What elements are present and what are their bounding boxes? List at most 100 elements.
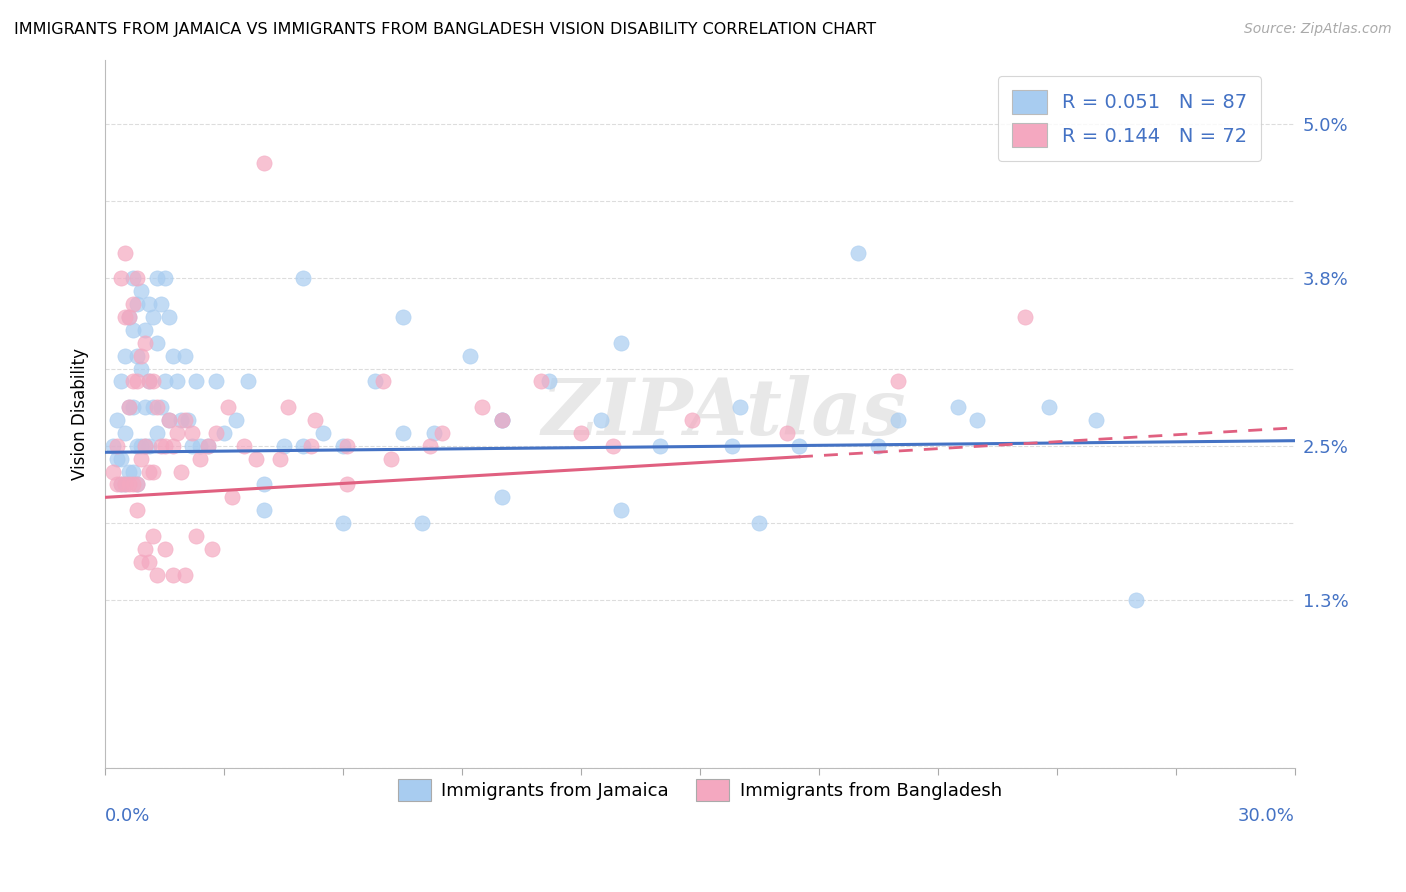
Point bbox=[391, 425, 413, 440]
Point bbox=[129, 285, 152, 299]
Point bbox=[122, 465, 145, 479]
Point bbox=[602, 439, 624, 453]
Point bbox=[946, 401, 969, 415]
Point bbox=[114, 310, 136, 324]
Point bbox=[411, 516, 433, 530]
Point bbox=[138, 297, 160, 311]
Point bbox=[125, 477, 148, 491]
Point bbox=[145, 425, 167, 440]
Point bbox=[336, 477, 359, 491]
Point bbox=[157, 413, 180, 427]
Point bbox=[101, 465, 124, 479]
Point bbox=[125, 477, 148, 491]
Point bbox=[471, 401, 494, 415]
Point bbox=[253, 477, 276, 491]
Point bbox=[162, 567, 184, 582]
Point bbox=[138, 465, 160, 479]
Text: ZIPAtlas: ZIPAtlas bbox=[541, 376, 905, 452]
Point bbox=[530, 375, 553, 389]
Point bbox=[423, 425, 446, 440]
Point bbox=[134, 541, 156, 556]
Point bbox=[380, 451, 402, 466]
Point bbox=[122, 401, 145, 415]
Point bbox=[157, 413, 180, 427]
Point bbox=[336, 439, 359, 453]
Point bbox=[142, 375, 165, 389]
Point bbox=[190, 439, 212, 453]
Point bbox=[118, 310, 141, 324]
Point bbox=[138, 439, 160, 453]
Text: Source: ZipAtlas.com: Source: ZipAtlas.com bbox=[1244, 22, 1392, 37]
Point bbox=[277, 401, 299, 415]
Point bbox=[142, 529, 165, 543]
Point bbox=[105, 413, 128, 427]
Point bbox=[776, 425, 799, 440]
Point bbox=[887, 375, 910, 389]
Point bbox=[118, 310, 141, 324]
Point bbox=[118, 401, 141, 415]
Point bbox=[966, 413, 988, 427]
Point bbox=[138, 375, 160, 389]
Point bbox=[304, 413, 326, 427]
Point bbox=[292, 271, 315, 285]
Point bbox=[728, 401, 751, 415]
Point bbox=[186, 375, 208, 389]
Point bbox=[233, 439, 256, 453]
Point bbox=[609, 335, 631, 350]
Point bbox=[364, 375, 387, 389]
Point bbox=[720, 439, 742, 453]
Point bbox=[236, 375, 259, 389]
Point bbox=[538, 375, 561, 389]
Point bbox=[101, 439, 124, 453]
Point bbox=[491, 413, 513, 427]
Point bbox=[887, 413, 910, 427]
Point bbox=[134, 439, 156, 453]
Point bbox=[122, 323, 145, 337]
Point bbox=[217, 401, 239, 415]
Point bbox=[569, 425, 592, 440]
Point bbox=[253, 155, 276, 169]
Point bbox=[162, 439, 184, 453]
Point bbox=[177, 413, 200, 427]
Y-axis label: Vision Disability: Vision Disability bbox=[72, 348, 89, 480]
Point bbox=[173, 567, 195, 582]
Point bbox=[868, 439, 890, 453]
Point bbox=[173, 413, 195, 427]
Point bbox=[110, 477, 132, 491]
Point bbox=[491, 413, 513, 427]
Point bbox=[186, 529, 208, 543]
Point bbox=[122, 271, 145, 285]
Point bbox=[1085, 413, 1108, 427]
Point bbox=[169, 465, 191, 479]
Point bbox=[134, 323, 156, 337]
Point bbox=[157, 310, 180, 324]
Point bbox=[118, 401, 141, 415]
Point bbox=[299, 439, 322, 453]
Point bbox=[145, 271, 167, 285]
Point bbox=[205, 375, 228, 389]
Point bbox=[105, 451, 128, 466]
Point bbox=[105, 439, 128, 453]
Text: IMMIGRANTS FROM JAMAICA VS IMMIGRANTS FROM BANGLADESH VISION DISABILITY CORRELAT: IMMIGRANTS FROM JAMAICA VS IMMIGRANTS FR… bbox=[14, 22, 876, 37]
Point bbox=[169, 413, 191, 427]
Point bbox=[129, 349, 152, 363]
Point bbox=[149, 401, 172, 415]
Point bbox=[129, 555, 152, 569]
Point bbox=[419, 439, 441, 453]
Point bbox=[787, 439, 810, 453]
Point bbox=[149, 297, 172, 311]
Point bbox=[432, 425, 454, 440]
Point bbox=[142, 401, 165, 415]
Point bbox=[848, 245, 870, 260]
Point bbox=[153, 271, 176, 285]
Point bbox=[145, 567, 167, 582]
Point bbox=[145, 335, 167, 350]
Point bbox=[197, 439, 219, 453]
Point bbox=[118, 465, 141, 479]
Point bbox=[125, 375, 148, 389]
Text: 30.0%: 30.0% bbox=[1237, 806, 1295, 824]
Point bbox=[245, 451, 267, 466]
Point bbox=[114, 245, 136, 260]
Point bbox=[110, 375, 132, 389]
Point bbox=[122, 297, 145, 311]
